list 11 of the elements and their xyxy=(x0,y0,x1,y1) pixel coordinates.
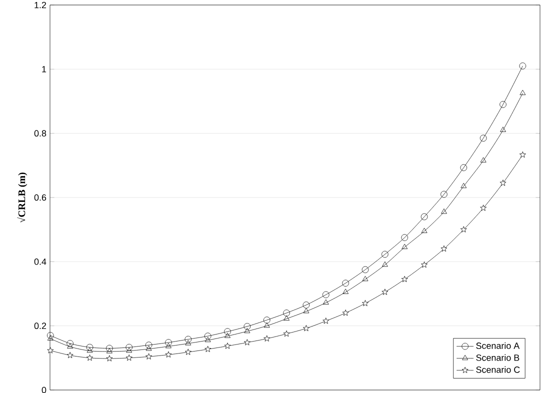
y-tick-label: 1 xyxy=(42,66,46,72)
y-tick-label: 0.2 xyxy=(34,322,46,330)
y-tick-label: 0.4 xyxy=(34,258,46,265)
y-tick-label: 0.6 xyxy=(34,194,46,201)
legend-label: Scenario B xyxy=(476,354,520,361)
y-axis-title: √CRLB (m) xyxy=(17,172,28,223)
y-tick-label: 0.8 xyxy=(34,130,46,137)
y-tick-label: 1.2 xyxy=(34,2,46,8)
legend-label: Scenario C xyxy=(476,366,520,373)
y-tick-label: 0 xyxy=(42,386,46,393)
legend-label: Scenario A xyxy=(476,342,520,349)
